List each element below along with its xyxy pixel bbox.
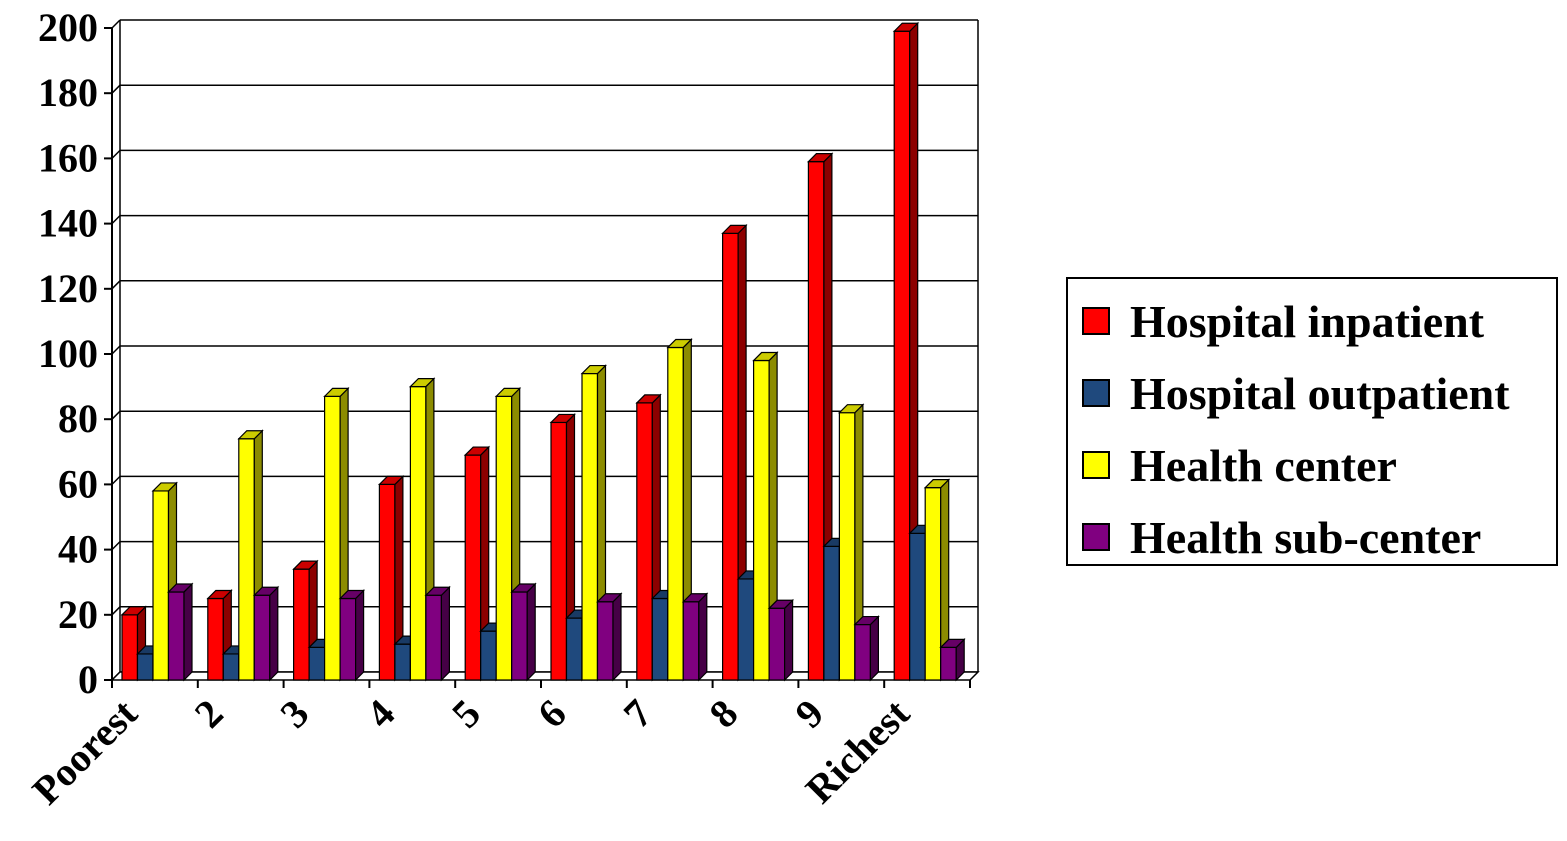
bar-health-sub-center-7 <box>681 592 709 682</box>
gridline-side <box>111 410 121 420</box>
bar-health-sub-center-4 <box>424 585 451 682</box>
gridline-side <box>111 475 121 485</box>
x-tick-label: 5 <box>443 691 489 737</box>
bar-health-center-6 <box>580 364 607 682</box>
legend-label: Health center <box>1130 439 1397 491</box>
legend-swatch <box>1082 379 1110 407</box>
legend-item-hospital-inpatient: Hospital inpatient <box>1082 291 1484 351</box>
legend: Hospital inpatient Hospital outpatient H… <box>1066 277 1558 566</box>
gridline-side <box>111 19 121 29</box>
gridline-side <box>111 280 121 290</box>
bar-health-sub-center-2 <box>252 585 280 682</box>
legend-item-hospital-outpatient: Hospital outpatient <box>1082 363 1510 423</box>
legend-label: Health sub-center <box>1130 511 1482 563</box>
y-tick-label: 200 <box>38 5 98 50</box>
bar-health-sub-center-3 <box>338 589 366 682</box>
gridline-side <box>111 345 121 355</box>
bar-health-center-7 <box>666 338 693 682</box>
bar-health-sub-center-5 <box>510 582 537 682</box>
legend-label: Hospital outpatient <box>1130 367 1510 419</box>
legend-item-health-sub-center: Health sub-center <box>1082 507 1481 567</box>
y-tick-label: 180 <box>38 70 98 115</box>
x-tick-label: Poorest <box>23 690 146 813</box>
bar-hospital-inpatient-4 <box>377 474 405 682</box>
bar-hospital-inpatient-8 <box>721 223 748 682</box>
x-tick-label: 6 <box>529 691 575 737</box>
gridline-side <box>111 541 121 551</box>
bar-hospital-inpatient-6 <box>549 413 576 682</box>
x-tick-label: 2 <box>186 691 232 737</box>
legend-item-health-center: Health center <box>1082 435 1397 495</box>
x-tick-label: 8 <box>700 691 746 737</box>
bars <box>120 21 966 682</box>
x-tick-label: 4 <box>357 691 403 737</box>
y-tick-label: 160 <box>38 135 98 180</box>
bar-health-center-9 <box>837 403 865 682</box>
bar-health-sub-center-8 <box>767 598 795 682</box>
y-tick-label: 140 <box>38 201 98 246</box>
legend-swatch <box>1082 307 1110 335</box>
gridline-side <box>111 606 121 616</box>
legend-swatch <box>1082 451 1110 479</box>
legend-swatch <box>1082 523 1110 551</box>
x-tick-label: 7 <box>615 691 661 737</box>
bar-health-sub-center-richest <box>939 637 966 682</box>
bar-hospital-inpatient-richest <box>892 21 920 682</box>
x-tick-label: 9 <box>786 691 832 737</box>
bar-hospital-inpatient-2 <box>206 589 233 682</box>
x-tick-label: 3 <box>271 691 317 737</box>
y-tick-label: 60 <box>58 461 98 506</box>
gridline-side <box>111 84 121 94</box>
y-tick-label: 40 <box>58 527 98 572</box>
y-tick-label: 120 <box>38 266 98 311</box>
y-tick-label: 20 <box>58 592 98 637</box>
y-tick-label: 80 <box>58 396 98 441</box>
y-tick-labels: 0 20 40 60 80 100 120 140 160 180 200 <box>38 5 98 702</box>
gridline-side <box>111 149 121 159</box>
legend-label: Hospital inpatient <box>1130 295 1485 347</box>
bar-health-sub-center-6 <box>596 592 623 682</box>
bar-health-sub-center-poorest <box>167 582 194 682</box>
gridline-side <box>111 215 121 225</box>
bar-health-sub-center-9 <box>853 615 880 682</box>
y-tick-label: 0 <box>78 657 98 702</box>
bar-health-center-8 <box>752 351 779 682</box>
y-tick-label: 100 <box>38 331 98 376</box>
